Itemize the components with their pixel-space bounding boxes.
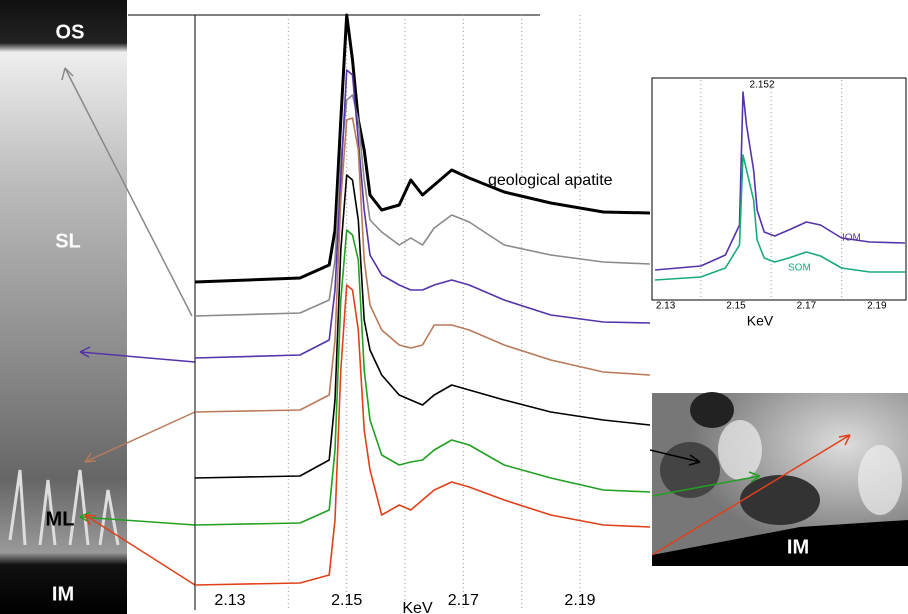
x-tick-label: 2.15	[726, 301, 746, 312]
image-label: IM	[52, 583, 74, 605]
series-line	[654, 154, 905, 281]
series-label: IOM	[842, 233, 861, 244]
series-line	[194, 284, 651, 586]
image-label: IM	[787, 536, 809, 558]
series-line	[194, 174, 651, 479]
annotation: 2.152	[749, 80, 774, 91]
x-tick-label: 2.13	[656, 301, 676, 312]
series-line	[194, 94, 651, 317]
x-tick-label: 2.19	[564, 592, 595, 609]
x-axis-label: KeV	[402, 600, 433, 614]
x-tick-label: 2.13	[214, 592, 245, 609]
x-axis-label: KeV	[747, 313, 774, 329]
image-label: ML	[46, 508, 75, 530]
series-label: geological apatite	[488, 172, 613, 189]
right-image	[652, 392, 908, 566]
image-label: OS	[56, 21, 85, 43]
series-line	[194, 13, 651, 284]
main-frame	[128, 14, 540, 610]
x-tick-label: 2.19	[867, 301, 887, 312]
x-tick-label: 2.17	[797, 301, 817, 312]
image-label: SL	[55, 230, 81, 252]
series-line	[654, 91, 906, 271]
x-tick-label: 2.17	[448, 592, 479, 609]
series-line	[194, 117, 651, 413]
inset-frame	[651, 77, 907, 301]
series-label: SOM	[788, 263, 811, 274]
left-image	[0, 0, 127, 614]
x-tick-label: 2.15	[331, 592, 362, 609]
series-line	[194, 69, 651, 359]
arrows	[61, 67, 851, 586]
series-line	[194, 229, 651, 526]
